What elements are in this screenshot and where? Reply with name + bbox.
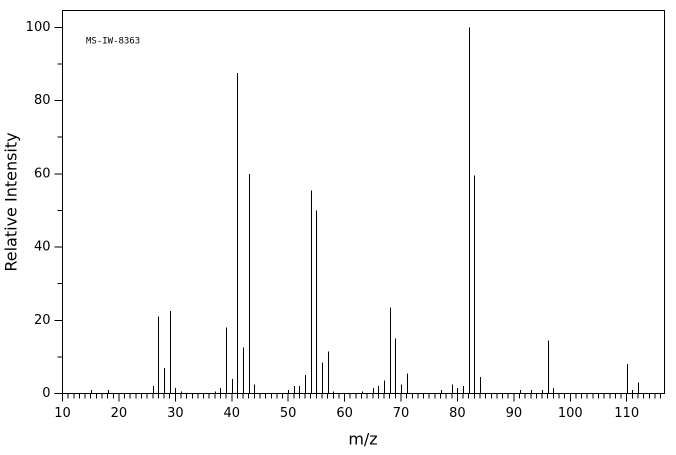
y-tick-label: 100	[26, 20, 51, 35]
x-tick-label: 10	[54, 406, 71, 421]
x-tick-label: 70	[393, 406, 410, 421]
annotation: MS-IW-8363	[86, 37, 140, 47]
plot-frame	[62, 10, 665, 394]
x-axis-title: m/z	[348, 430, 377, 449]
x-tick-label: 100	[558, 406, 583, 421]
x-tick-label: 30	[167, 406, 184, 421]
x-tick-label: 90	[506, 406, 523, 421]
y-tick-label: 80	[34, 93, 51, 108]
x-tick-label: 60	[336, 406, 353, 421]
y-axis-title: Relative Intensity	[2, 132, 21, 271]
x-tick-label: 20	[111, 406, 128, 421]
y-tick-label: 40	[34, 240, 51, 255]
x-tick-label: 110	[614, 406, 639, 421]
x-tick-label: 40	[223, 406, 240, 421]
x-tick-label: 50	[280, 406, 297, 421]
x-tick-label: 80	[449, 406, 466, 421]
y-tick-label: 60	[34, 166, 51, 181]
y-tick-label: 0	[42, 386, 50, 401]
y-tick-label: 20	[34, 313, 51, 328]
